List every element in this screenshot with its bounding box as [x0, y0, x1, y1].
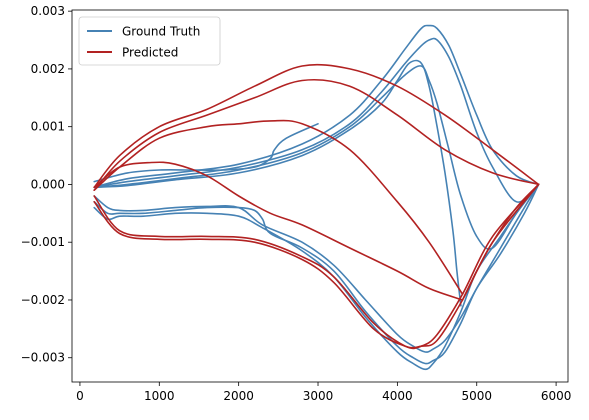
- series-layer: [93, 24, 540, 371]
- x-tick-label: 0: [76, 389, 84, 403]
- x-tick-label: 1000: [144, 389, 175, 403]
- legend: Ground Truth Predicted: [78, 16, 221, 66]
- y-tick-label: −0.003: [21, 351, 65, 365]
- series-line: [93, 183, 540, 353]
- series-line: [93, 183, 540, 365]
- series-line: [93, 24, 540, 189]
- series-line: [93, 183, 540, 350]
- series-line: [93, 161, 464, 301]
- legend-label-predicted: Predicted: [122, 46, 178, 60]
- y-tick-label: −0.001: [21, 235, 65, 249]
- y-axis: −0.003 −0.002 −0.001 0.000 0.001 0.002 0.003: [21, 4, 72, 365]
- legend-frame: [78, 16, 221, 66]
- x-tick-label: 3000: [303, 389, 334, 403]
- y-tick-label: 0.000: [31, 177, 65, 191]
- x-tick-label: 2000: [223, 389, 254, 403]
- series-line: [93, 59, 462, 307]
- series-line: [461, 183, 540, 301]
- y-tick-label: 0.002: [31, 62, 65, 76]
- legend-label-ground-truth: Ground Truth: [122, 25, 200, 39]
- series-line: [93, 65, 540, 250]
- plot-frame: [71, 9, 569, 383]
- series-line: [93, 119, 464, 295]
- y-tick-label: −0.002: [21, 293, 65, 307]
- series-line: [93, 63, 540, 189]
- x-tick-label: 6000: [541, 389, 572, 403]
- series-predicted: [93, 63, 540, 350]
- x-axis: 0 1000 2000 3000 4000 5000 6000: [76, 382, 571, 403]
- x-tick-label: 5000: [461, 389, 492, 403]
- series-line: [93, 123, 319, 183]
- x-tick-label: 4000: [382, 389, 413, 403]
- y-tick-label: 0.003: [31, 4, 65, 18]
- y-tick-label: 0.001: [31, 120, 65, 134]
- series-line: [93, 78, 540, 191]
